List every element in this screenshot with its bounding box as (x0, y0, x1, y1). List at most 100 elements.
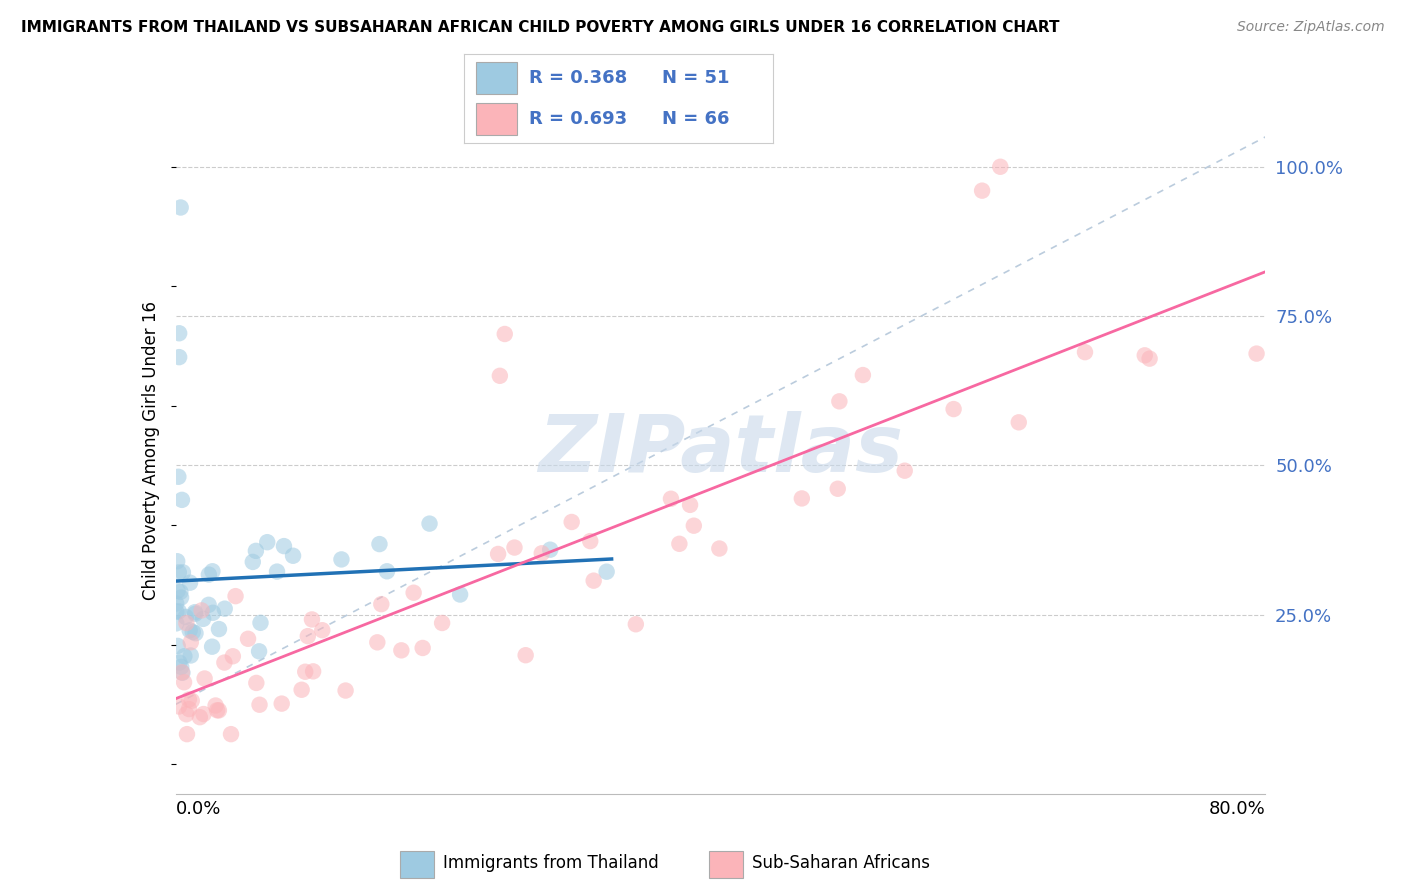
Point (166, 583, 188, 598)
Point (790, 491, 813, 506)
Text: Source: ZipAtlas.com: Source: ZipAtlas.com (1237, 20, 1385, 34)
Point (170, 665, 193, 680)
Point (515, 648, 537, 663)
Bar (709, 851, 744, 878)
Point (219, 727, 242, 741)
Point (297, 629, 319, 643)
Point (430, 615, 453, 630)
Point (177, 692, 200, 706)
Point (1133, 348, 1156, 362)
Point (176, 615, 198, 630)
Point (412, 640, 434, 655)
Point (245, 544, 267, 558)
Point (418, 516, 440, 531)
Point (167, 566, 190, 580)
Point (176, 707, 198, 722)
Point (281, 549, 304, 563)
Point (942, 402, 965, 417)
Point (624, 617, 647, 632)
Point (579, 534, 602, 549)
Point (375, 564, 398, 578)
Y-axis label: Child Poverty Among Girls Under 16: Child Poverty Among Girls Under 16 (142, 301, 160, 600)
Point (184, 607, 207, 621)
Point (449, 587, 471, 601)
Point (167, 604, 190, 618)
Point (302, 665, 325, 679)
Point (827, 482, 849, 496)
Point (668, 537, 690, 551)
Point (170, 660, 193, 674)
Point (828, 394, 851, 409)
Point (247, 644, 270, 658)
Bar (477, 103, 516, 135)
Point (179, 624, 201, 638)
Text: ZIPatlas: ZIPatlas (538, 411, 903, 490)
Point (204, 698, 226, 713)
Point (193, 707, 215, 722)
Point (402, 585, 425, 599)
Point (198, 567, 221, 582)
Point (191, 612, 214, 626)
Point (679, 498, 702, 512)
Point (166, 639, 188, 653)
Point (214, 656, 236, 670)
Point (172, 566, 194, 580)
Point (273, 539, 295, 553)
Point (201, 564, 224, 578)
Point (538, 542, 561, 557)
Point (190, 603, 212, 617)
Point (972, 184, 994, 198)
Bar (477, 62, 516, 94)
Point (370, 597, 392, 611)
Point (366, 635, 388, 649)
Point (486, 547, 509, 561)
Point (170, 591, 193, 605)
Point (165, 597, 187, 611)
Text: R = 0.368: R = 0.368 (529, 69, 627, 87)
Point (184, 605, 207, 619)
Point (201, 606, 224, 620)
Point (225, 589, 247, 603)
Point (222, 649, 245, 664)
Point (266, 565, 288, 579)
Point (197, 598, 219, 612)
Point (988, 160, 1011, 174)
Point (330, 552, 353, 566)
Point (180, 635, 202, 649)
Text: Immigrants from Thailand: Immigrants from Thailand (443, 854, 659, 872)
Point (169, 584, 191, 599)
Point (389, 643, 412, 657)
Point (205, 703, 228, 717)
Point (173, 675, 195, 690)
Point (893, 464, 915, 478)
Point (256, 535, 278, 549)
Point (170, 201, 193, 215)
Point (530, 546, 553, 560)
Point (301, 612, 323, 626)
Text: IMMIGRANTS FROM THAILAND VS SUBSAHARAN AFRICAN CHILD POVERTY AMONG GIRLS UNDER 1: IMMIGRANTS FROM THAILAND VS SUBSAHARAN A… (21, 20, 1060, 35)
Point (595, 565, 617, 579)
Point (165, 605, 187, 619)
Text: Sub-Saharan Africans: Sub-Saharan Africans (752, 854, 931, 872)
Point (181, 624, 204, 639)
Point (311, 624, 333, 638)
Point (682, 518, 704, 533)
Point (166, 554, 188, 568)
Text: N = 51: N = 51 (662, 69, 730, 87)
Text: 80.0%: 80.0% (1209, 800, 1265, 818)
Point (494, 326, 516, 341)
Point (170, 492, 193, 507)
Point (208, 703, 231, 717)
Text: R = 0.693: R = 0.693 (529, 110, 627, 128)
Point (249, 698, 271, 712)
Point (184, 626, 207, 640)
Point (1139, 351, 1161, 366)
Point (659, 491, 682, 506)
Point (245, 676, 267, 690)
Point (176, 727, 198, 741)
Point (335, 683, 357, 698)
Point (852, 368, 875, 382)
Point (167, 699, 190, 714)
Point (180, 694, 202, 708)
Point (270, 697, 292, 711)
